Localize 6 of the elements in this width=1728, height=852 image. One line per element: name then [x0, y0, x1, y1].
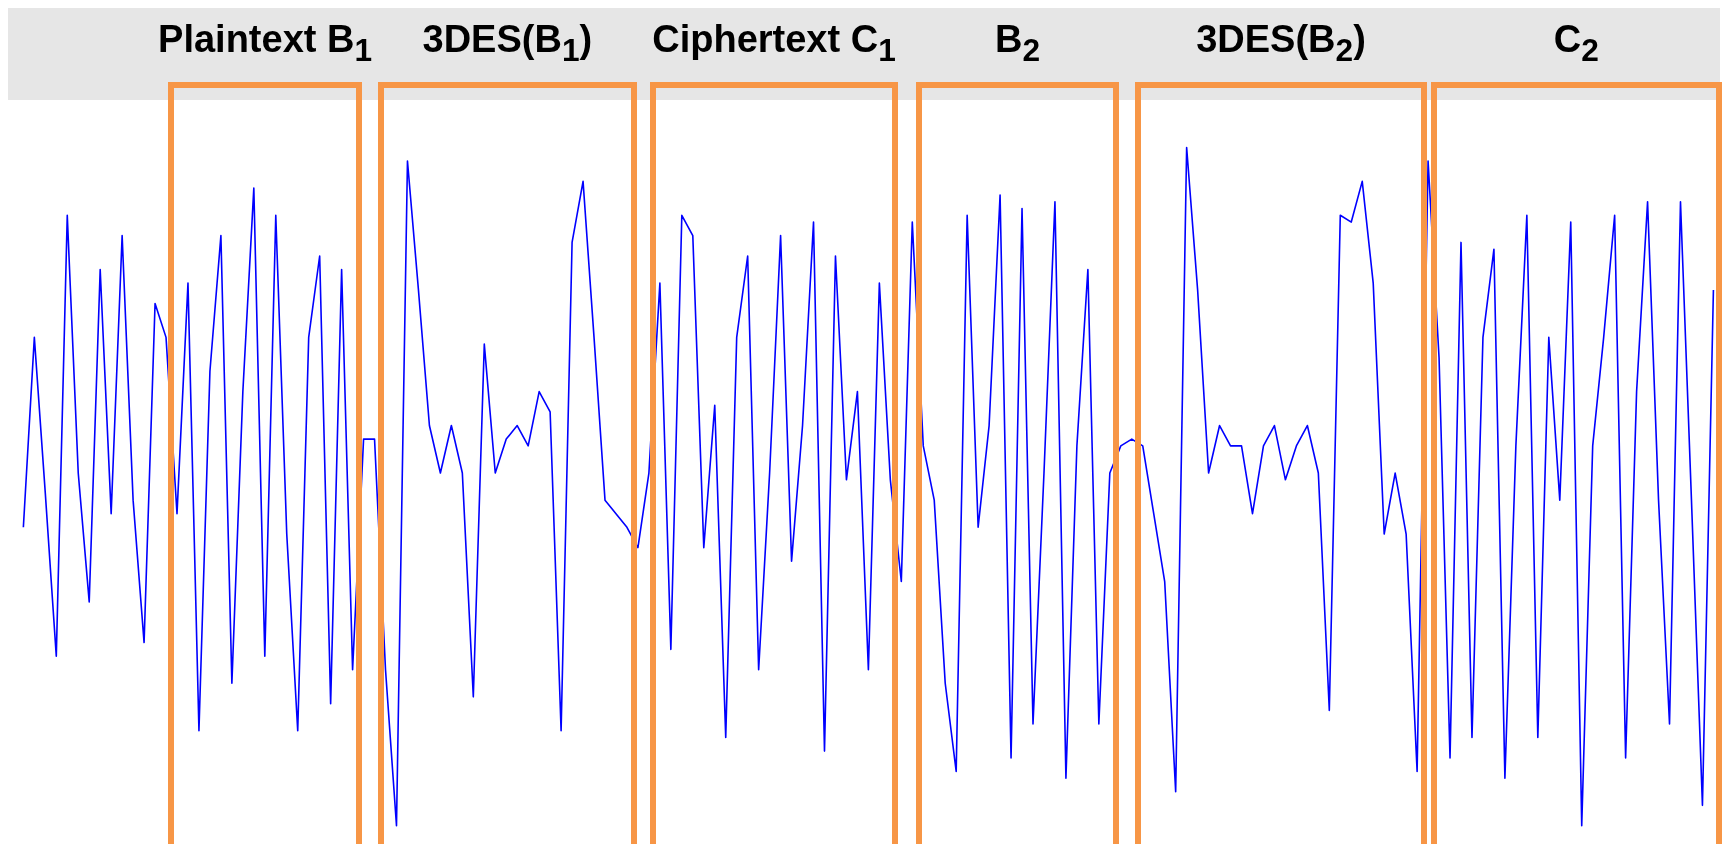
- text: Ciphertext C$_{1}$: [652, 18, 896, 69]
- text: 3DES(B$_{1}$): [422, 18, 593, 69]
- text: B$_{2}$: [995, 18, 1041, 69]
- text: 3DES(B$_{2}$): [1196, 18, 1366, 69]
- text: Plaintext B$_{1}$: [158, 18, 373, 69]
- text: C$_{2}$: [1553, 18, 1599, 69]
